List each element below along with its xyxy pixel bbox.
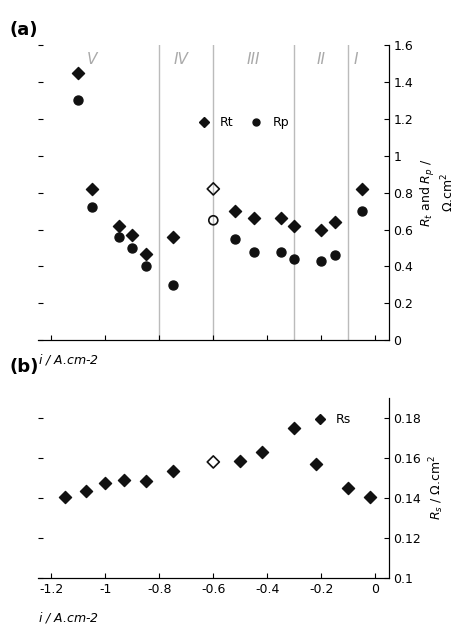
- Point: [142, 476, 150, 486]
- Point: [115, 232, 123, 242]
- Text: $i$ / A.cm-2: $i$ / A.cm-2: [38, 352, 99, 367]
- Text: I: I: [354, 52, 358, 67]
- Text: IV: IV: [173, 52, 188, 67]
- Point: [318, 225, 325, 235]
- Legend: Rs: Rs: [307, 413, 351, 426]
- Y-axis label: $R_s$ / $\Omega$.cm$^2$: $R_s$ / $\Omega$.cm$^2$: [427, 455, 446, 521]
- Point: [331, 250, 338, 261]
- Point: [345, 483, 352, 493]
- Point: [258, 447, 265, 457]
- Point: [128, 230, 136, 240]
- Point: [250, 213, 257, 223]
- Point: [101, 478, 109, 488]
- Text: V: V: [87, 52, 97, 67]
- Text: (a): (a): [10, 21, 38, 39]
- Point: [312, 459, 319, 469]
- Point: [88, 202, 96, 213]
- Point: [358, 184, 365, 194]
- Point: [142, 261, 150, 272]
- Point: [277, 213, 284, 223]
- Point: [318, 256, 325, 266]
- Text: $i$ / A.cm-2: $i$ / A.cm-2: [38, 610, 99, 625]
- Point: [291, 221, 298, 231]
- Point: [169, 280, 177, 290]
- Y-axis label: $R_t$ and $R_p$ /
$\Omega$.cm$^2$: $R_t$ and $R_p$ / $\Omega$.cm$^2$: [419, 158, 456, 227]
- Legend: Rt, Rp: Rt, Rp: [191, 116, 289, 129]
- Point: [277, 247, 284, 257]
- Point: [231, 206, 239, 216]
- Point: [250, 247, 257, 257]
- Point: [82, 486, 90, 496]
- Point: [210, 215, 217, 225]
- Point: [331, 217, 338, 227]
- Point: [115, 221, 123, 231]
- Point: [120, 475, 128, 485]
- Text: (b): (b): [10, 358, 39, 376]
- Point: [142, 248, 150, 259]
- Point: [291, 254, 298, 265]
- Point: [231, 234, 239, 244]
- Point: [210, 457, 217, 467]
- Text: III: III: [247, 52, 261, 67]
- Point: [237, 456, 244, 466]
- Point: [366, 492, 374, 502]
- Point: [169, 232, 177, 242]
- Point: [128, 243, 136, 253]
- Point: [61, 492, 69, 502]
- Point: [210, 184, 217, 194]
- Point: [358, 206, 365, 216]
- Text: II: II: [317, 52, 326, 67]
- Point: [169, 466, 177, 476]
- Point: [291, 423, 298, 433]
- Point: [74, 95, 82, 105]
- Point: [74, 67, 82, 78]
- Point: [88, 184, 96, 194]
